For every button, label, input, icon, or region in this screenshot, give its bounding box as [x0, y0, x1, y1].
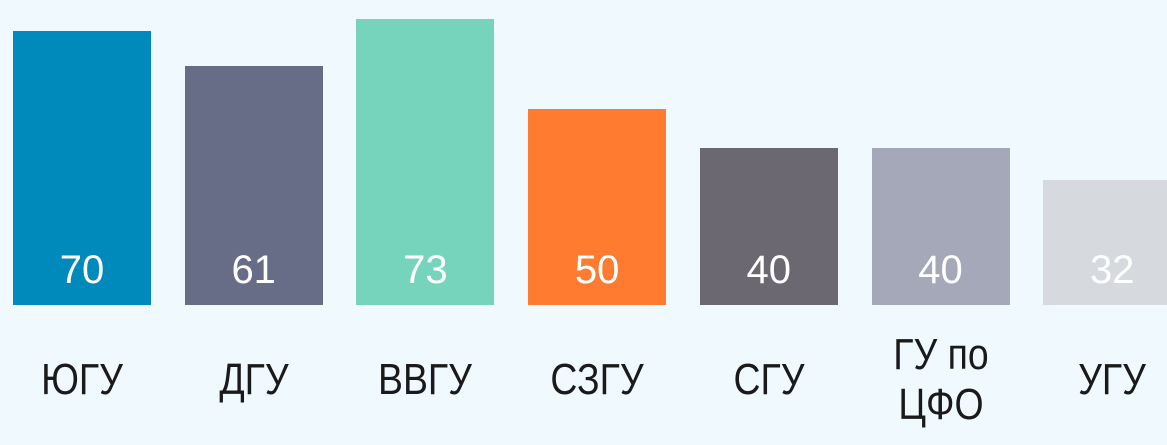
value-label: 70	[59, 248, 105, 292]
bar	[356, 18, 495, 305]
bar	[184, 65, 323, 305]
bar	[699, 148, 838, 305]
value-label: 73	[403, 248, 448, 292]
category-label: УГУ	[1078, 355, 1147, 404]
value-label: 32	[1089, 248, 1135, 292]
bar	[13, 30, 151, 305]
category-label: СЗГУ	[550, 355, 644, 404]
category-label: ДГУ	[219, 355, 289, 404]
bar	[1043, 179, 1167, 305]
value-label: 40	[918, 248, 963, 292]
value-label: 61	[231, 248, 276, 292]
category-label: ГУ по ЦФО	[892, 330, 989, 429]
bar	[871, 148, 1010, 305]
value-label: 40	[746, 248, 792, 292]
category-label: СГУ	[733, 355, 805, 404]
category-label: ЮГУ	[41, 355, 123, 404]
bar	[528, 109, 667, 305]
value-label: 50	[574, 248, 620, 292]
category-label: ВВГУ	[378, 355, 473, 404]
